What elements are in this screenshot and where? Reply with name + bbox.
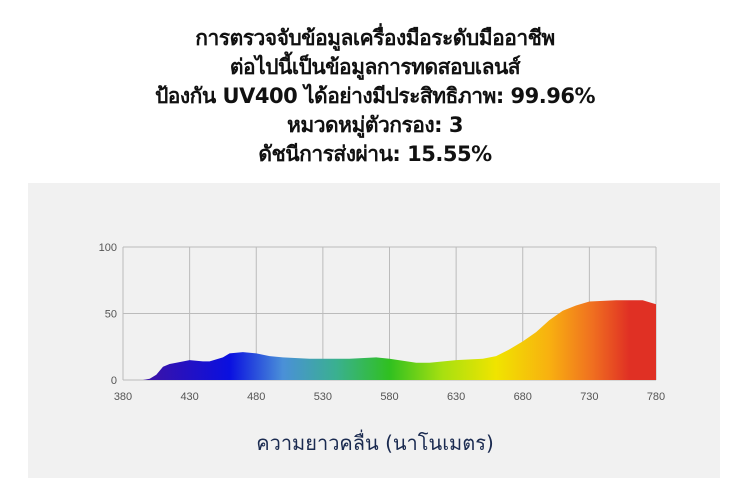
y-tick-label: 100: [99, 242, 117, 254]
y-tick-label: 50: [105, 309, 117, 321]
x-tick-label: 780: [647, 391, 665, 403]
x-tick-label: 580: [380, 391, 398, 403]
header-line-title: การตรวจจับข้อมูลเครื่องมือระดับมืออาชีพ: [195, 26, 555, 50]
header-line-uv400: ป้องกัน UV400 ได้อย่างมีประสิทธิภาพ: 99.…: [154, 84, 596, 108]
header-line-transmission: ดัชนีการส่งผ่าน: 15.55%: [258, 142, 492, 166]
x-tick-label: 480: [247, 391, 265, 403]
header-line-filter-category: หมวดหมู่ตัวกรอง: 3: [287, 113, 463, 137]
y-tick-label: 0: [111, 375, 117, 387]
x-tick-label: 730: [580, 391, 598, 403]
x-tick-label: 380: [114, 391, 132, 403]
x-tick-label: 680: [514, 391, 532, 403]
x-tick-label: 530: [314, 391, 332, 403]
x-tick-label: 430: [180, 391, 198, 403]
header-line-subtitle: ต่อไปนี้เป็นข้อมูลการทดสอบเลนส์: [229, 55, 521, 79]
x-axis-label: ความยาวคลื่น (นาโนเมตร): [256, 431, 494, 455]
x-tick-label: 630: [447, 391, 465, 403]
transmission-area: [123, 300, 656, 380]
header: การตรวจจับข้อมูลเครื่องมือระดับมืออาชีพ …: [0, 24, 750, 169]
